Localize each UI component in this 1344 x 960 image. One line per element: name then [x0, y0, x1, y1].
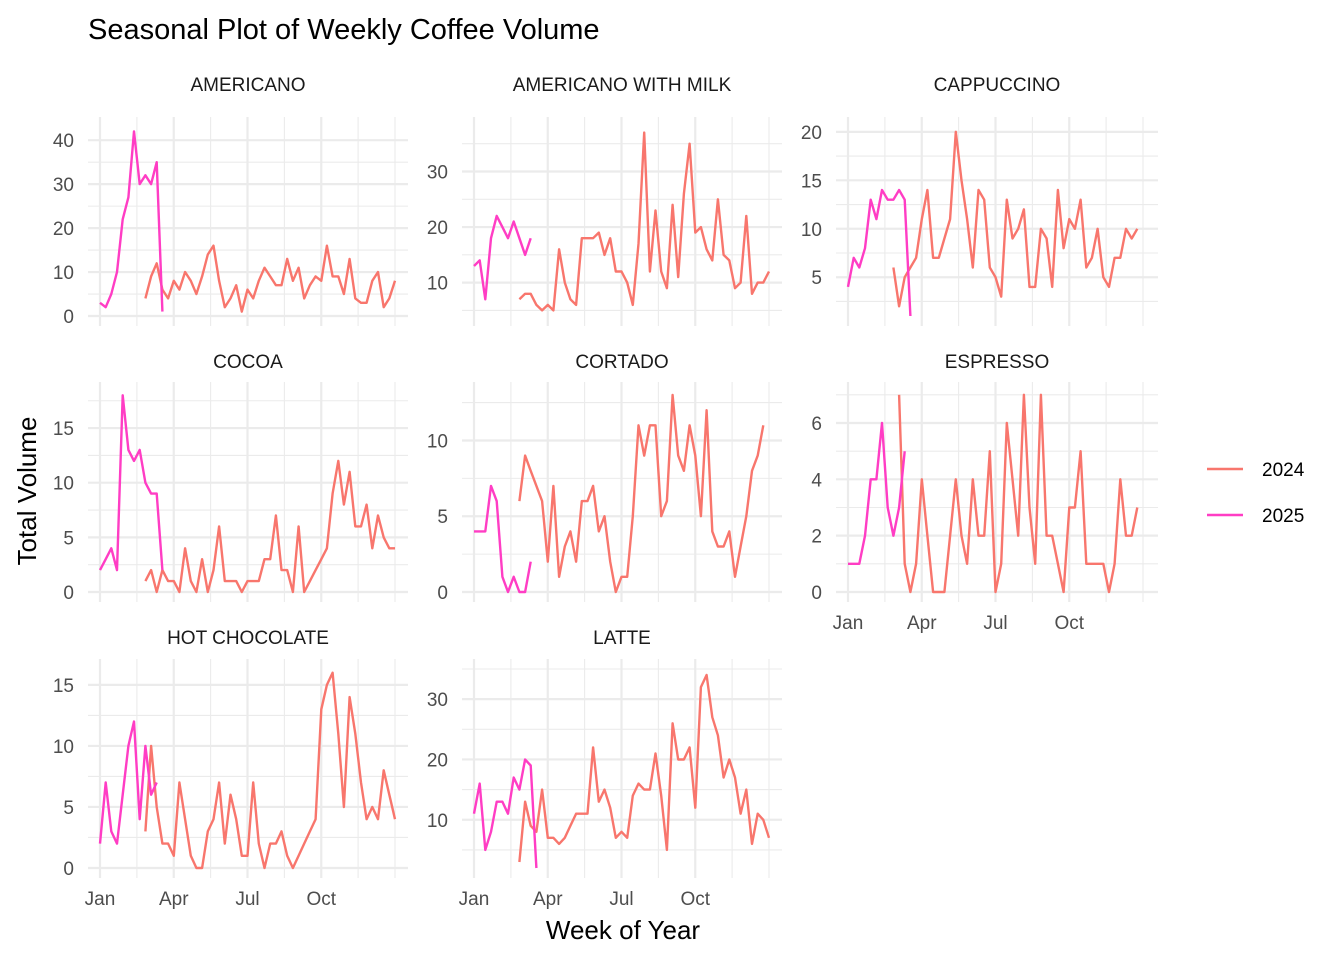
facet-strip-label: CORTADO	[575, 352, 668, 373]
y-tick-label: 30	[53, 175, 74, 196]
facet-strip-label: AMERICANO WITH MILK	[513, 75, 732, 96]
y-tick-label: 20	[427, 750, 448, 771]
facet-latte: LATTE 10 20 30 Jan Apr Jul Oct	[427, 628, 782, 910]
x-tick-label: Apr	[533, 889, 563, 910]
y-tick-label: 40	[53, 131, 74, 152]
y-tick-label: 10	[427, 274, 448, 295]
x-tick-label: Apr	[159, 889, 189, 910]
x-tick-label: Oct	[1054, 613, 1084, 634]
y-tick-label: 10	[53, 263, 74, 284]
series-line-2025	[99, 130, 164, 312]
y-tick-label: 20	[801, 123, 822, 144]
x-tick-label: Jul	[609, 889, 633, 910]
facet-strip-label: ESPRESSO	[945, 352, 1050, 373]
y-tick-label: 0	[63, 307, 74, 328]
series-line-2024	[897, 393, 1139, 594]
y-tick-label: 5	[63, 798, 74, 819]
y-tick-label: 15	[801, 171, 822, 192]
y-tick-label: 10	[53, 737, 74, 758]
chart-title: Seasonal Plot of Weekly Coffee Volume	[88, 14, 600, 46]
y-tick-label: 10	[53, 474, 74, 495]
y-tick-label: 20	[53, 219, 74, 240]
y-tick-label: 5	[437, 507, 448, 528]
series-line-2025	[846, 188, 912, 317]
x-tick-label: Jan	[833, 613, 864, 634]
y-tick-label: 0	[63, 583, 74, 604]
y-tick-label: 15	[53, 676, 74, 697]
y-tick-label: 6	[811, 414, 822, 435]
series-line-2025	[474, 484, 532, 594]
x-tick-label: Jul	[235, 889, 259, 910]
series-line-2024	[518, 673, 771, 863]
legend-label-2024: 2024	[1262, 460, 1305, 481]
series-line-2025	[98, 720, 158, 845]
facet-strip-label: LATTE	[593, 628, 651, 649]
x-tick-label: Apr	[907, 613, 937, 634]
series-line-2025	[848, 421, 906, 565]
facet-cocoa: COCOA 0 5 10 15	[53, 352, 408, 604]
x-tick-label: Jul	[983, 613, 1007, 634]
facet-americano: AMERICANO 0 10 20 30 40	[53, 75, 408, 328]
facet-cortado: CORTADO 0 5 10	[427, 352, 782, 604]
series-line-2025	[472, 758, 538, 869]
y-tick-label: 10	[427, 811, 448, 832]
y-tick-label: 2	[811, 527, 822, 548]
x-tick-label: Jan	[85, 889, 116, 910]
y-tick-label: 15	[53, 419, 74, 440]
y-tick-label: 20	[427, 218, 448, 239]
x-tick-label: Oct	[306, 889, 336, 910]
y-tick-label: 5	[811, 268, 822, 289]
y-tick-label: 10	[801, 220, 822, 241]
series-line-2024	[892, 130, 1139, 308]
y-tick-label: 0	[63, 859, 74, 880]
x-tick-label: Oct	[680, 889, 710, 910]
series-line-2024	[518, 393, 765, 594]
series-line-2024	[144, 244, 397, 313]
facet-strip-label: CAPPUCCINO	[934, 75, 1061, 96]
y-tick-label: 30	[427, 690, 448, 711]
facet-hot-chocolate: HOT CHOCOLATE 0 5 10 15 Jan Apr Jul Oct	[53, 628, 408, 910]
facet-strip-label: AMERICANO	[190, 75, 305, 96]
series-line-2025	[98, 394, 164, 572]
y-tick-label: 0	[437, 583, 448, 604]
y-tick-label: 10	[427, 431, 448, 452]
y-tick-label: 5	[63, 528, 74, 549]
series-line-2025	[473, 214, 532, 301]
y-axis-title: Total Volume	[12, 417, 42, 566]
y-tick-label: 30	[427, 162, 448, 183]
facet-cappuccino: CAPPUCCINO 5 10 15 20	[801, 75, 1158, 326]
series-line-2024	[144, 459, 395, 594]
facet-americano-with-milk: AMERICANO WITH MILK 10 20 30	[427, 75, 782, 326]
x-axis-title: Week of Year	[546, 915, 701, 945]
y-tick-label: 4	[811, 470, 822, 491]
legend: 2024 2025	[1207, 460, 1305, 527]
legend-label-2025: 2025	[1262, 506, 1304, 527]
x-tick-label: Jan	[459, 889, 490, 910]
series-line-2024	[518, 131, 771, 312]
series-line-2024	[144, 671, 397, 870]
facet-strip-label: COCOA	[213, 352, 283, 373]
y-tick-label: 0	[811, 583, 822, 604]
facet-espresso: ESPRESSO 0 2 4 6 Jan Apr Jul Oct	[811, 352, 1158, 634]
facet-strip-label: HOT CHOCOLATE	[167, 628, 329, 649]
